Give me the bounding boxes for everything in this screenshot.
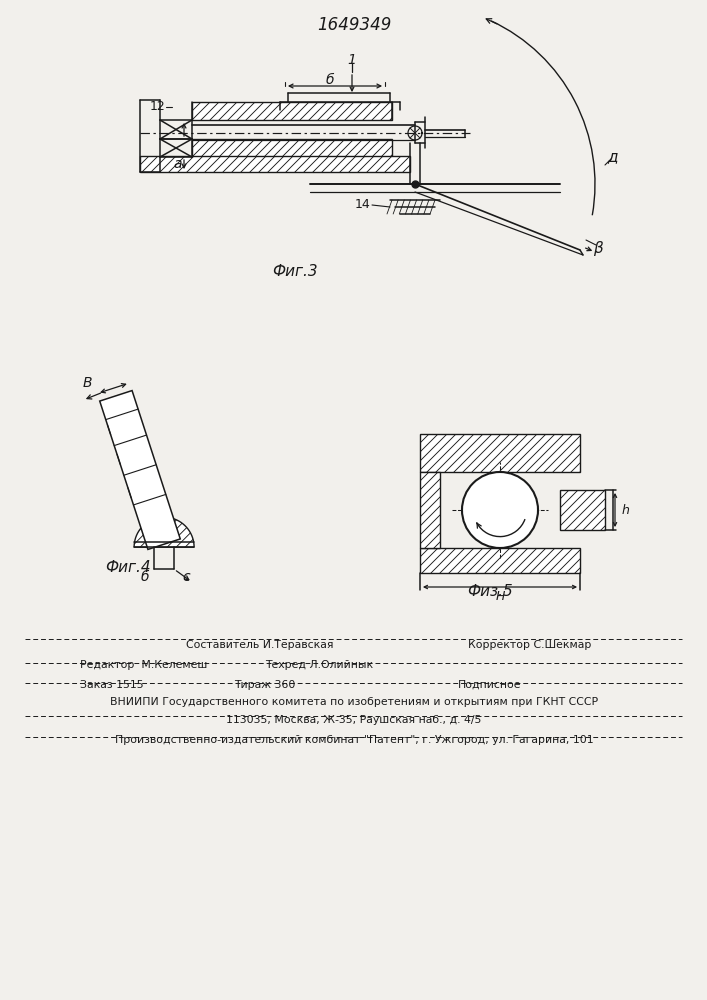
PathPatch shape [134, 517, 194, 547]
Text: б: б [141, 570, 149, 584]
Text: Физ.5: Физ.5 [467, 584, 513, 599]
Text: Фиг.4: Фиг.4 [105, 560, 151, 576]
Text: β: β [593, 240, 603, 255]
PathPatch shape [192, 102, 392, 120]
Text: 14: 14 [354, 198, 370, 212]
PathPatch shape [420, 548, 580, 573]
Polygon shape [420, 434, 580, 472]
Text: с: с [182, 570, 190, 584]
Text: а: а [174, 157, 182, 171]
Text: h: h [622, 504, 630, 516]
Text: B: B [83, 376, 92, 390]
Text: H: H [496, 589, 505, 602]
PathPatch shape [560, 490, 605, 530]
Text: б: б [326, 73, 334, 87]
Text: 1: 1 [348, 53, 356, 67]
PathPatch shape [420, 472, 440, 548]
Text: Тираж 360: Тираж 360 [234, 680, 296, 690]
Polygon shape [192, 139, 392, 157]
Polygon shape [560, 490, 605, 530]
PathPatch shape [192, 139, 392, 157]
Polygon shape [134, 517, 194, 547]
Text: 12: 12 [149, 101, 165, 113]
Text: 1649349: 1649349 [317, 16, 391, 34]
Text: 113035, Москва, Ж-35, Раушская наб., д. 4/5: 113035, Москва, Ж-35, Раушская наб., д. … [226, 715, 481, 725]
Text: Корректор С.Шекмар: Корректор С.Шекмар [468, 640, 592, 650]
PathPatch shape [140, 156, 410, 172]
Text: ВНИИПИ Государственного комитета по изобретениям и открытиям при ГКНТ СССР: ВНИИПИ Государственного комитета по изоб… [110, 697, 598, 707]
Text: Производственно-издательский комбинат "Патент", г. Ужгород, ул. Гагарина, 101: Производственно-издательский комбинат "П… [115, 735, 593, 745]
Polygon shape [420, 548, 580, 573]
Text: Фиг.3: Фиг.3 [272, 264, 318, 279]
Text: Составитель И.Теравская: Составитель И.Теравская [186, 640, 334, 650]
Polygon shape [420, 472, 440, 548]
Text: Техред Л.Олийнык: Техред Л.Олийнык [265, 660, 373, 670]
PathPatch shape [420, 434, 580, 472]
Text: Подписное: Подписное [458, 680, 522, 690]
Text: д: д [607, 149, 617, 164]
Polygon shape [192, 102, 392, 120]
Polygon shape [100, 391, 180, 549]
Text: Редактор  М.Келемеш: Редактор М.Келемеш [80, 660, 207, 670]
Circle shape [462, 472, 538, 548]
Polygon shape [140, 156, 410, 172]
Text: Заказ 1515: Заказ 1515 [80, 680, 144, 690]
